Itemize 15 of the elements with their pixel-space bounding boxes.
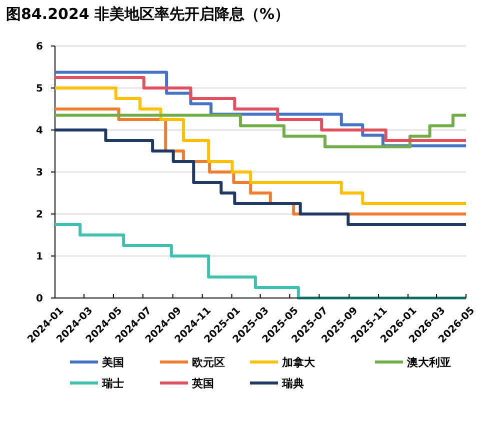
legend-label: 澳大利亚 [406,356,451,369]
chart-title: 图84.2024 非美地区率先开启降息（%） [6,5,290,23]
y-tick-label: 4 [36,126,44,136]
legend-label: 美国 [101,356,124,369]
y-tick-label: 1 [36,252,44,262]
legend-label: 加拿大 [281,356,316,369]
legend-label: 瑞典 [281,376,304,390]
y-tick-label: 2 [36,210,44,220]
y-tick-label: 5 [36,84,44,94]
y-tick-label: 0 [36,294,44,304]
y-tick-label: 6 [36,42,44,52]
legend-label: 瑞士 [101,376,124,390]
y-tick-label: 3 [36,168,44,178]
legend-label: 英国 [191,376,214,390]
legend-label: 欧元区 [192,356,225,369]
